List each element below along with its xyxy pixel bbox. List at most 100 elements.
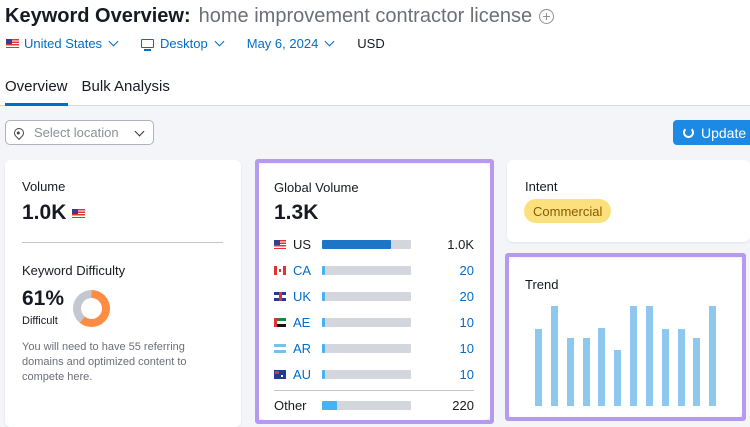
- trend-bar: [709, 306, 717, 406]
- keyword-difficulty-level: Difficult: [22, 315, 58, 327]
- country-volume: 1.0K: [447, 236, 474, 252]
- intent-card: Intent Commercial: [507, 160, 750, 242]
- country-volume-link[interactable]: 20: [459, 262, 474, 278]
- keyword-difficulty-description: You will need to have 55 referring domai…: [22, 341, 187, 383]
- country-row-au: AU 10: [274, 366, 474, 382]
- divider: [274, 390, 474, 391]
- volume-value: 1.0K: [22, 201, 67, 224]
- volume-label: Volume: [22, 179, 66, 194]
- intent-label: Intent: [525, 179, 558, 194]
- us-flag-icon: [72, 208, 86, 218]
- location-select[interactable]: Select location: [5, 120, 154, 145]
- tabs: Overview Bulk Analysis: [5, 78, 184, 106]
- chevron-down-icon: [324, 36, 335, 47]
- currency-label: USD: [357, 36, 385, 51]
- ae-flag-icon: [274, 317, 286, 327]
- tab-overview[interactable]: Overview: [5, 78, 68, 106]
- divider: [22, 242, 223, 243]
- device-filter[interactable]: Desktop: [141, 36, 225, 51]
- volume-bar-fill: [322, 265, 325, 275]
- trend-bar: [550, 306, 558, 406]
- keyword-difficulty-label: Keyword Difficulty: [22, 263, 126, 278]
- global-volume-label: Global Volume: [274, 180, 359, 195]
- keyword-title: home improvement contractor license: [198, 5, 533, 27]
- keyword-difficulty-value: 61%: [22, 287, 65, 310]
- trend-bar: [614, 350, 622, 406]
- country-code-link[interactable]: AU: [293, 366, 312, 382]
- volume-bar: [322, 400, 411, 410]
- global-volume-value: 1.3K: [274, 201, 319, 224]
- volume-value-row: 1.0K: [22, 201, 90, 225]
- volume-bar: [322, 265, 411, 275]
- country-volume-link[interactable]: 10: [459, 314, 474, 330]
- add-to-list-icon[interactable]: [539, 9, 555, 24]
- trend-bar: [630, 306, 637, 406]
- global-volume-card: Global Volume 1.3K US 1.0K CA 20 UK 20 A…: [259, 164, 490, 420]
- trend-bar: [566, 338, 574, 406]
- volume-bar-fill: [322, 400, 338, 410]
- country-row-ae: AE 10: [274, 314, 474, 330]
- volume-bar-fill: [322, 369, 325, 379]
- chevron-down-icon: [214, 36, 225, 47]
- country-volume-link[interactable]: 10: [459, 366, 474, 382]
- volume-bar-fill: [322, 291, 325, 301]
- trend-bar: [661, 329, 669, 406]
- volume-bar: [322, 343, 411, 353]
- country-row-us: US 1.0K: [274, 236, 474, 252]
- chevron-down-icon: [108, 36, 119, 47]
- country-row-ar: AR 10: [274, 340, 474, 356]
- trend-label: Trend: [525, 277, 559, 292]
- volume-bar-fill: [322, 317, 325, 327]
- country-row-ca: CA 20: [274, 262, 474, 278]
- country-code-link[interactable]: UK: [293, 288, 312, 304]
- refresh-icon: [683, 127, 694, 138]
- filters-bar: United States Desktop May 6, 2024 USD: [6, 36, 385, 51]
- trend-bar: [582, 338, 590, 406]
- au-flag-icon: [274, 369, 286, 379]
- volume-card: Volume 1.0K Keyword Difficulty 61% Diffi…: [5, 160, 241, 427]
- country-code-link[interactable]: AE: [293, 314, 311, 330]
- trend-bar: [645, 306, 653, 406]
- country-volume-link[interactable]: 20: [459, 288, 474, 304]
- volume-bar-fill: [322, 343, 325, 353]
- country-row-uk: UK 20: [274, 288, 474, 304]
- date-filter[interactable]: May 6, 2024: [246, 36, 335, 51]
- tab-bulk-analysis[interactable]: Bulk Analysis: [81, 78, 170, 95]
- us-flag-icon: [274, 239, 286, 249]
- header: Keyword Overview: home improvement contr…: [0, 0, 750, 106]
- location-pin-icon: [11, 125, 27, 140]
- country-filter[interactable]: United States: [6, 36, 119, 51]
- country-volume-link[interactable]: 10: [459, 340, 474, 356]
- trend-bar: [677, 329, 685, 406]
- country-row-other: Other 220: [274, 397, 474, 413]
- highlight-box-global-volume: [255, 159, 494, 424]
- location-select-placeholder: Select location: [34, 125, 119, 140]
- update-button[interactable]: Update: [673, 120, 750, 145]
- country-code-link[interactable]: AR: [293, 340, 312, 356]
- update-button-label: Update: [701, 124, 747, 141]
- uk-flag-icon: [274, 291, 286, 301]
- volume-bar: [322, 239, 411, 249]
- trend-bar: [535, 329, 542, 406]
- ca-flag-icon: [274, 265, 286, 275]
- device-filter-label: Desktop: [160, 36, 208, 51]
- ar-flag-icon: [274, 343, 286, 353]
- volume-bar-fill: [322, 239, 391, 249]
- us-flag-icon: [6, 39, 19, 48]
- title-row: Keyword Overview: home improvement contr…: [5, 5, 555, 28]
- country-code-link[interactable]: CA: [293, 262, 312, 278]
- volume-bar: [322, 369, 411, 379]
- other-volume: 220: [452, 397, 474, 413]
- trend-card: Trend: [509, 258, 742, 418]
- intent-badge: Commercial: [524, 199, 612, 223]
- volume-bar: [322, 291, 411, 301]
- page-title: Keyword Overview:: [5, 5, 191, 27]
- chevron-down-icon: [134, 126, 145, 137]
- trend-chart: [533, 306, 723, 406]
- highlight-box-trend: [505, 253, 746, 421]
- country-filter-label: United States: [24, 36, 103, 51]
- date-filter-label: May 6, 2024: [246, 36, 319, 51]
- volume-bar: [322, 317, 411, 327]
- desktop-icon: [141, 39, 155, 51]
- keyword-difficulty-donut: [73, 290, 110, 327]
